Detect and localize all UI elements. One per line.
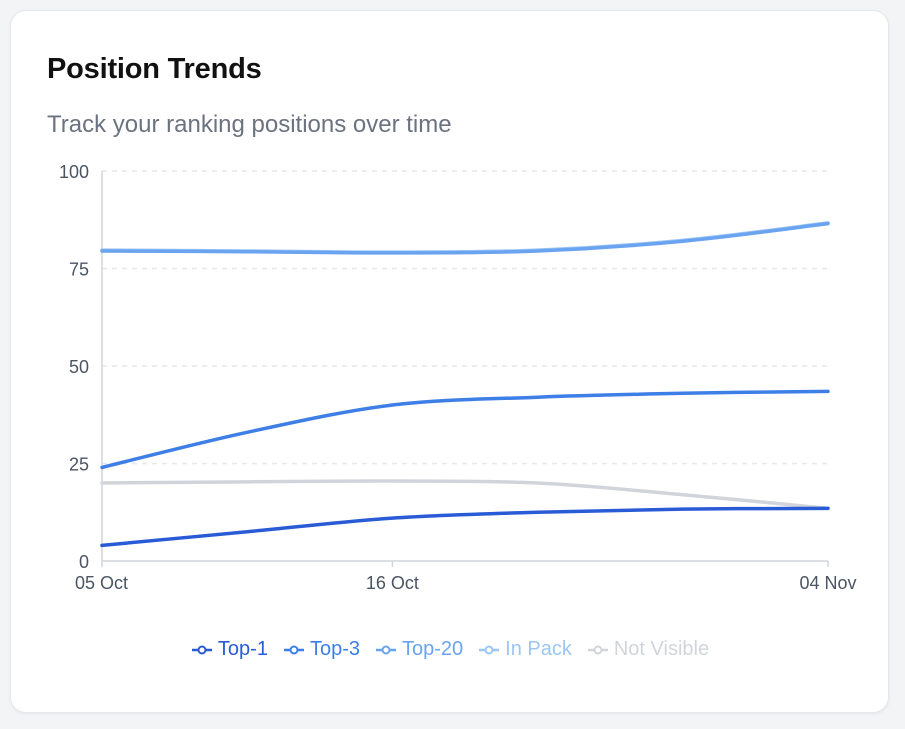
x-tick-label: 04 Nov [799,573,856,593]
card-title: Position Trends [47,53,262,85]
legend-item-top-3[interactable]: Top-3 [283,638,360,661]
legend-label: Top-3 [309,638,360,660]
y-tick-label: 0 [79,552,89,572]
legend-line-icon [587,645,608,654]
chart-legend: Top-1 Top-3 Top-20 In Pack Not Visible [11,638,890,661]
legend-line-icon [191,645,212,654]
series-line-not-visible [100,479,830,511]
card-subtitle: Track your ranking positions over time [47,111,452,138]
series-line-top-3 [100,389,830,470]
y-tick-label: 50 [69,357,89,377]
legend-label: In Pack [505,638,572,660]
legend-item-top-1[interactable]: Top-1 [191,638,268,661]
legend-label: Not Visible [613,638,710,660]
line-chart: 0 25 50 75 100 05 Oct 16 Oct 04 Nov [59,162,857,593]
series-line-top-1 [100,506,830,548]
legend-line-icon [375,645,396,654]
y-tick-label: 100 [59,162,89,182]
legend-item-in-pack[interactable]: In Pack [479,638,572,661]
x-tick-label: 16 Oct [366,573,419,593]
legend-label: Top-1 [217,638,268,660]
legend-line-icon [283,645,304,654]
x-tick-label: 05 Oct [75,573,128,593]
y-tick-label: 25 [69,455,89,475]
series-line-top-20 [100,221,830,255]
legend-item-top-20[interactable]: Top-20 [375,638,464,661]
y-tick-label: 75 [69,260,89,280]
position-trends-card: Position Trends Track your ranking posit… [10,10,889,713]
legend-line-icon [479,645,500,654]
legend-label: Top-20 [401,638,464,660]
legend-item-not-visible[interactable]: Not Visible [587,638,710,661]
